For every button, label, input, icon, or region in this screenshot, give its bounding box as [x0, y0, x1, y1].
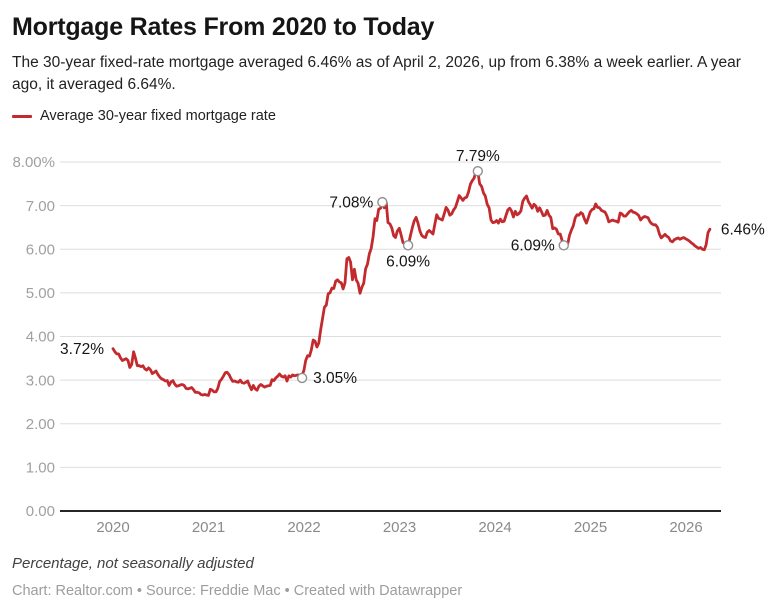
annotation-label: 7.08%	[329, 194, 373, 211]
annotation-label: 7.79%	[456, 148, 500, 165]
point-marker	[377, 196, 388, 208]
x-tick-label: 2020	[96, 519, 129, 536]
mortgage-rate-line	[111, 169, 712, 397]
y-tick-label: 0.00	[26, 503, 55, 520]
y-tick-label: 5.00	[26, 285, 55, 302]
chart-subtitle: The 30-year fixed-rate mortgage averaged…	[12, 54, 741, 93]
annotation-label: 6.46%	[721, 221, 765, 238]
legend: Average 30-year fixed mortgage rate	[12, 108, 276, 124]
x-tick-label: 2024	[478, 519, 511, 536]
annotation-label: 3.05%	[313, 370, 357, 387]
y-tick-label: 2.00	[26, 416, 55, 433]
y-tick-label: 7.00	[26, 198, 55, 215]
page-title: Mortgage Rates From 2020 to Today	[12, 13, 435, 41]
y-tick-label: 1.00	[26, 460, 55, 477]
x-tick-label: 2025	[574, 519, 607, 536]
y-tick-label: 4.00	[26, 329, 55, 346]
point-marker	[472, 165, 484, 177]
chart-footnote: Percentage, not seasonally adjusted	[12, 555, 254, 572]
x-tick-label: 2022	[287, 519, 320, 536]
x-tick-label: 2023	[383, 519, 416, 536]
y-tick-label: 3.00	[26, 372, 55, 389]
y-tick-label: 8.00%	[12, 154, 55, 171]
point-marker	[402, 240, 414, 251]
annotation-label: 6.09%	[386, 253, 430, 270]
annotation-label: 3.72%	[60, 341, 104, 358]
legend-line-swatch-icon	[12, 114, 32, 118]
annotation-label: 6.09%	[511, 238, 555, 255]
chart-credit: Chart: Realtor.com • Source: Freddie Mac…	[12, 583, 463, 599]
x-tick-label: 2026	[669, 519, 702, 536]
x-tick-label: 2021	[192, 519, 225, 536]
point-marker	[558, 240, 569, 251]
line-chart: 8.00% 7.00 6.00 5.00 4.00 3.00 2.00 1.00 0.00 202…	[12, 148, 765, 536]
legend-label: Average 30-year fixed mortgage rate	[40, 108, 276, 124]
y-tick-label: 6.00	[26, 241, 55, 258]
point-marker	[296, 372, 308, 384]
